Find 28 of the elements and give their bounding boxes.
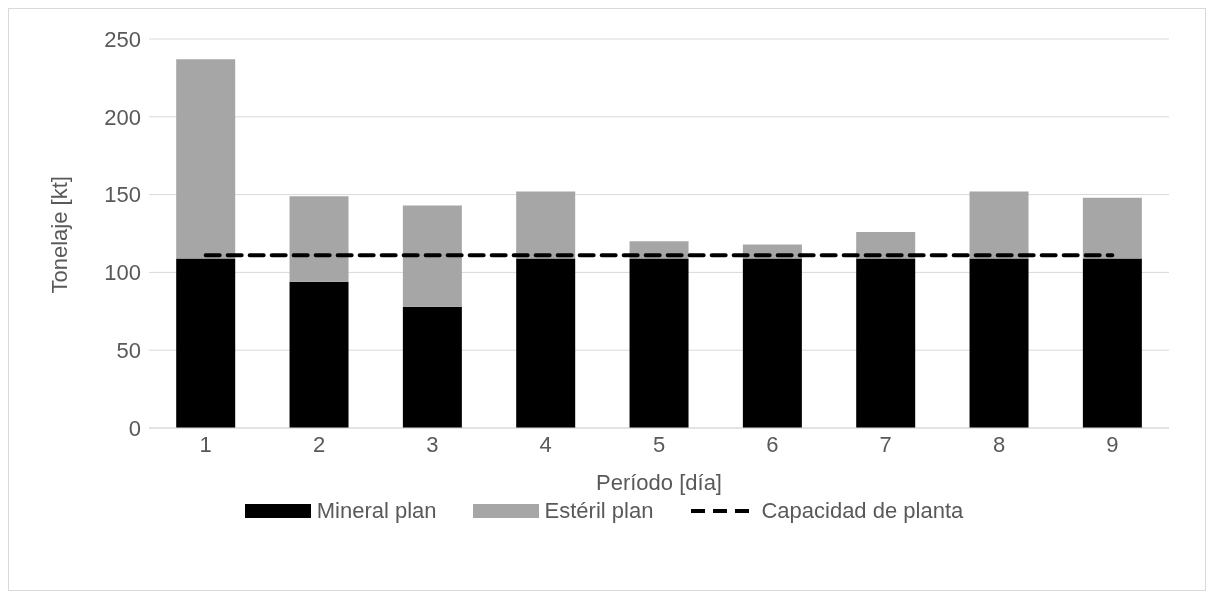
x-tick-label: 8 [992,431,1006,457]
y-tick-label: 250 [104,26,141,52]
bar [516,191,576,259]
bar [402,306,462,428]
bar [289,281,349,428]
x-tick-label: 5 [652,431,666,457]
x-tick-label: 7 [879,431,892,457]
y-axis-title: Tonelaje [kt] [46,176,72,294]
bar [969,191,1029,259]
x-tick-label: 2 [312,431,326,457]
legend-label: Capacidad de planta [761,498,964,524]
legend-label: Estéril plan [544,498,654,524]
x-tick-label: 6 [766,431,779,457]
x-axis-title: Período [día] [596,470,722,495]
legend-label: Mineral plan [316,498,437,524]
bar [402,205,462,307]
x-tick-label: 9 [1106,431,1119,457]
y-tick-label: 0 [128,415,141,441]
bar [176,59,236,259]
y-tick-label: 100 [104,260,141,286]
x-tick-label: 4 [539,431,552,457]
y-tick-label: 50 [116,338,141,364]
bar [289,196,349,282]
bar [1082,197,1142,259]
x-tick-label: 1 [199,431,212,457]
y-tick-label: 200 [104,104,141,130]
y-tick-label: 150 [104,182,141,208]
x-tick-label: 3 [426,431,439,457]
